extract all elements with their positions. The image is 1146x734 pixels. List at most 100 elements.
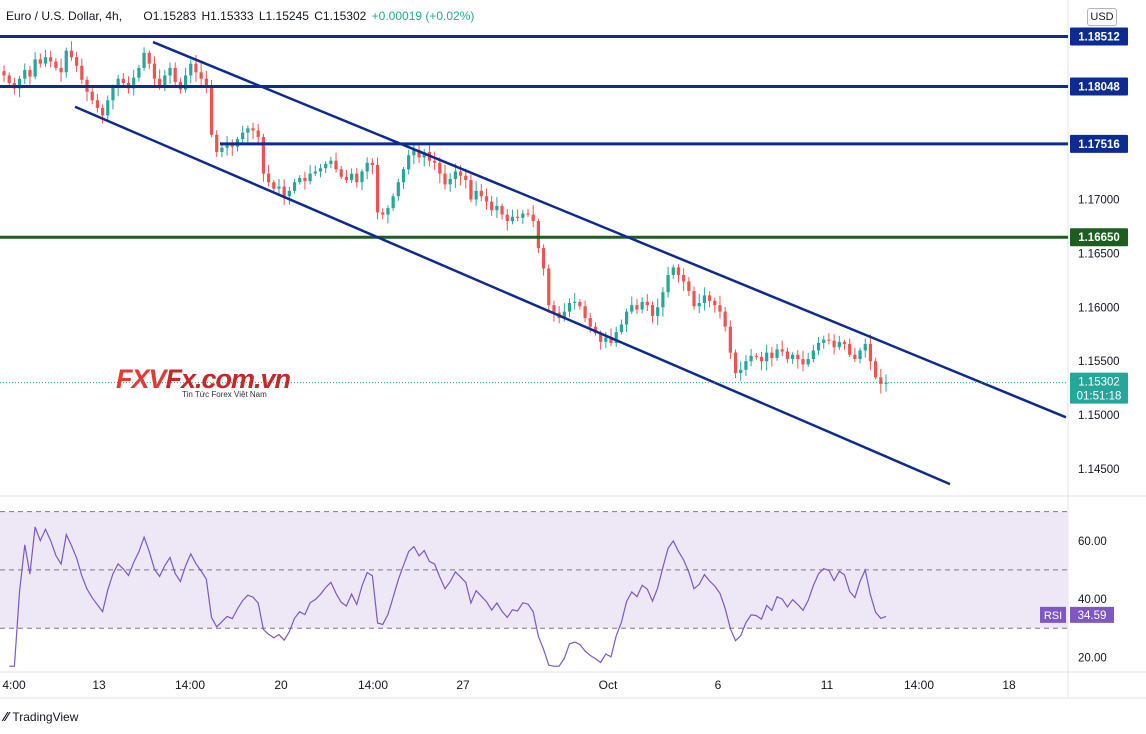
candle-body xyxy=(739,369,743,374)
candle-body xyxy=(599,333,603,342)
x-tick-label: 14:00 xyxy=(175,678,205,692)
candle-body xyxy=(619,324,624,333)
candle-body xyxy=(189,63,193,76)
candle-body xyxy=(707,295,712,301)
candle-body xyxy=(277,186,281,189)
candle-body xyxy=(884,382,888,384)
candle-body xyxy=(2,71,6,76)
x-tick-label: 18 xyxy=(1002,678,1016,692)
y-tick-label: 1.17000 xyxy=(1078,194,1120,206)
level-price-tag xyxy=(1070,77,1128,96)
current-price-tag xyxy=(1070,372,1128,404)
candle-body xyxy=(630,305,634,312)
candle-body xyxy=(38,59,42,64)
candle-body xyxy=(75,57,79,66)
candle-body xyxy=(147,52,151,64)
level-price-tag xyxy=(1070,134,1128,153)
candle-body xyxy=(23,70,27,79)
watermark-logo: FXVFx.com.vn Tin Tức Forex Việt Nam xyxy=(116,364,291,399)
candle-body xyxy=(324,163,328,169)
candle-body xyxy=(220,147,224,153)
candle-body xyxy=(874,361,878,378)
tradingview-brand[interactable]: TradingView xyxy=(12,709,79,724)
level-price-tag xyxy=(1070,228,1128,247)
candle-body xyxy=(609,337,613,343)
watermark-brand: FXVFx.com.vn xyxy=(116,364,291,394)
candle-body xyxy=(54,61,58,68)
candle-body xyxy=(692,291,696,307)
candle-body xyxy=(396,182,400,197)
candle-body xyxy=(842,341,847,344)
candle-body xyxy=(666,274,670,293)
candle-body xyxy=(832,340,836,348)
candle-body xyxy=(209,86,214,135)
candle-body xyxy=(464,175,468,181)
candle-body xyxy=(246,128,250,133)
candle-body xyxy=(381,212,385,215)
candle-body xyxy=(640,301,644,310)
candle-body xyxy=(204,78,208,87)
candle-body xyxy=(370,162,374,165)
rsi-value-tag xyxy=(1070,606,1114,623)
currency-button[interactable]: USD xyxy=(1087,8,1117,26)
candle-body xyxy=(604,337,608,342)
candle-body xyxy=(168,67,172,76)
y-tick-label: 1.16000 xyxy=(1078,302,1120,314)
channel-trendline xyxy=(152,40,1067,419)
candle-body xyxy=(837,341,841,348)
candle-body xyxy=(759,356,764,362)
candle-body xyxy=(199,72,203,79)
y-tick-label: 1.14500 xyxy=(1078,464,1120,476)
candle-body xyxy=(645,301,649,306)
candle-body xyxy=(350,173,354,181)
candle-body xyxy=(583,306,587,319)
candle-body xyxy=(879,377,883,384)
footer: ⁄⁄ TradingView xyxy=(4,709,78,724)
symbol-name[interactable]: Euro / U.S. Dollar, 4h, xyxy=(6,9,123,23)
candle-body xyxy=(7,75,11,84)
candle-body xyxy=(484,196,489,202)
candle-body xyxy=(334,160,338,170)
candle-body xyxy=(500,205,504,215)
candle-body xyxy=(474,190,478,200)
candle-body xyxy=(69,50,74,58)
ohlc-low: L1.15245 xyxy=(258,9,309,23)
candle-body xyxy=(448,178,452,185)
candle-body xyxy=(614,332,618,343)
candle-body xyxy=(417,149,421,158)
candle-body xyxy=(785,351,790,360)
candle-body xyxy=(775,349,779,358)
candle-body xyxy=(313,171,317,174)
x-tick-label: 20 xyxy=(274,678,288,692)
candle-body xyxy=(495,205,499,211)
candle-body xyxy=(858,350,862,360)
candle-body xyxy=(241,132,245,140)
candle-body xyxy=(308,173,312,182)
candle-body xyxy=(121,78,125,84)
candle-body xyxy=(458,171,463,176)
candle-body xyxy=(552,305,556,313)
x-tick-label: 11 xyxy=(821,678,834,692)
candle-body xyxy=(365,162,369,172)
candle-body xyxy=(510,216,515,222)
candle-body xyxy=(183,75,188,90)
current-price-label: 1.15302 xyxy=(1078,377,1120,389)
candle-body xyxy=(100,107,105,116)
candle-body xyxy=(272,182,276,189)
candle-body xyxy=(251,128,255,131)
candle-body xyxy=(386,208,390,215)
channel-trendline xyxy=(74,105,951,486)
candle-body xyxy=(90,91,94,101)
candle-body xyxy=(536,221,540,248)
candle-body xyxy=(344,176,349,181)
candle-body xyxy=(770,352,774,358)
candle-body xyxy=(661,292,665,308)
candle-body xyxy=(64,50,68,73)
candle-body xyxy=(318,168,323,172)
candle-body xyxy=(49,57,53,62)
ohlc-open: O1.15283 xyxy=(143,9,197,23)
candle-body xyxy=(687,281,691,292)
rsi-line xyxy=(9,526,887,667)
candle-body xyxy=(816,342,821,351)
